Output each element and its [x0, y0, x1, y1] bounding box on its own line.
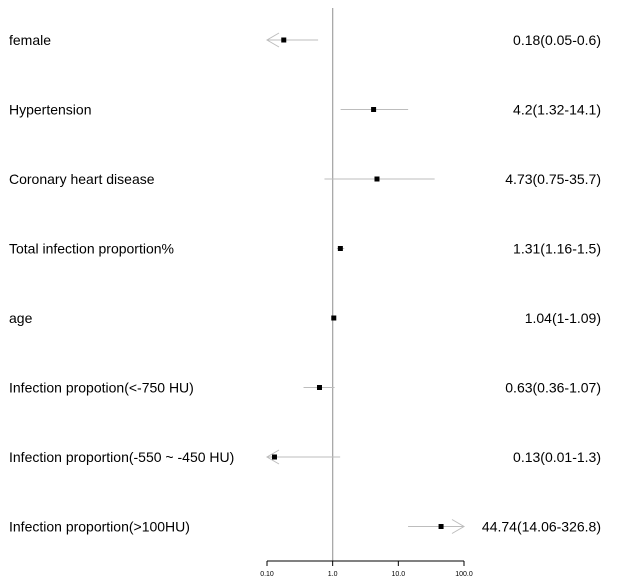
estimate-text: 0.13(0.01-1.3) [513, 449, 601, 465]
row-label: age [9, 310, 33, 326]
estimate-text: 4.2(1.32-14.1) [513, 102, 601, 118]
row-label-layer: female Hypertension Coronary heart disease… [9, 32, 234, 535]
estimate-text: 4.73(0.75-35.7) [505, 171, 601, 187]
x-tick-label: 100.0 [455, 571, 473, 578]
row-label: Coronary heart disease [9, 171, 155, 187]
row-label: female [9, 32, 51, 48]
estimate-text: 1.04(1-1.09) [525, 310, 601, 326]
point-estimate [374, 176, 380, 182]
ci-arrow-left [266, 449, 280, 465]
point-estimate [281, 37, 287, 43]
estimate-text-layer: 0.18(0.05-0.6) 4.2(1.32-14.1) 4.73(0.75-35… [482, 32, 601, 535]
x-axis: 0.10 1.0 10.0 100.0 [260, 560, 473, 578]
point-estimate [331, 315, 337, 321]
row-label: Total infection proportion% [9, 241, 174, 257]
ci-arrow-right [451, 519, 465, 534]
x-tick-label: 0.10 [260, 571, 274, 578]
point-estimate [316, 385, 322, 390]
point-estimate [371, 107, 377, 112]
row-label: Hypertension [9, 102, 92, 118]
ci-arrow-left [266, 32, 280, 48]
confidence-interval-layer [266, 32, 465, 534]
estimate-text: 1.31(1.16-1.5) [513, 241, 601, 257]
point-estimate [438, 524, 444, 529]
row-label: Infection propotion(<-750 HU) [9, 380, 194, 396]
point-estimate [337, 246, 343, 251]
estimate-text: 0.63(0.36-1.07) [505, 380, 601, 396]
estimate-text: 44.74(14.06-326.8) [482, 519, 601, 535]
estimate-text: 0.18(0.05-0.6) [513, 32, 601, 48]
point-estimate [271, 454, 277, 460]
point-estimate-layer [271, 37, 444, 529]
x-tick-label: 1.0 [328, 571, 338, 578]
x-tick-label: 10.0 [392, 571, 406, 578]
row-label: Infection proportion(-550 ~ -450 HU) [9, 449, 234, 465]
row-label: Infection proportion(>100HU) [9, 519, 190, 535]
